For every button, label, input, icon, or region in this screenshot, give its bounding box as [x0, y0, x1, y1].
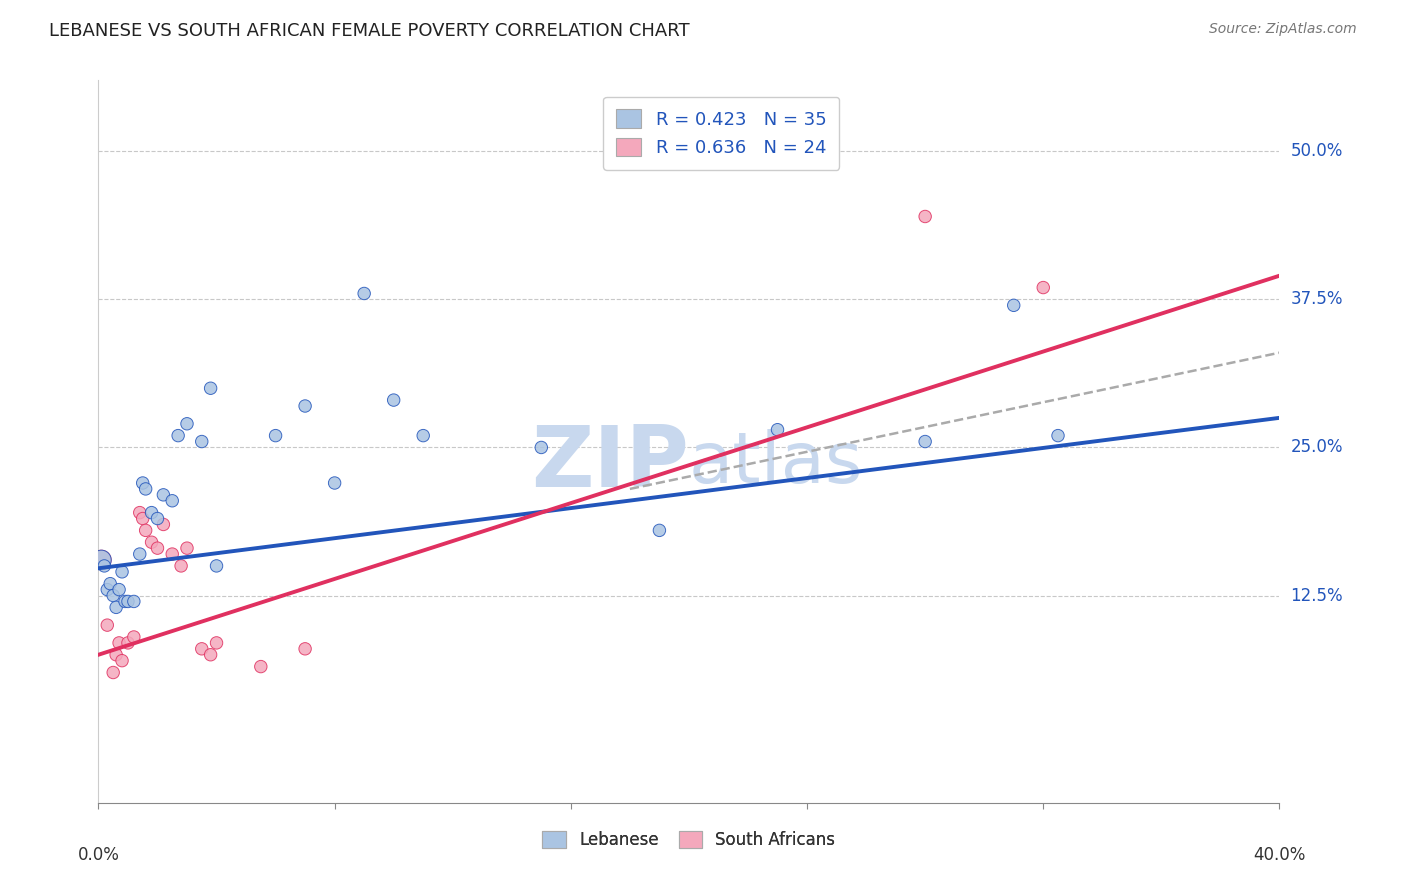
Point [132, 475, 155, 490]
Point [200, 648, 222, 662]
Point [105, 600, 128, 615]
Point [382, 393, 405, 408]
Point [141, 535, 163, 549]
Point [530, 441, 553, 455]
Point [353, 286, 375, 301]
Point [152, 517, 174, 532]
Point [167, 428, 190, 442]
Point [114, 594, 136, 608]
Text: LEBANESE VS SOUTH AFRICAN FEMALE POVERTY CORRELATION CHART: LEBANESE VS SOUTH AFRICAN FEMALE POVERTY… [49, 22, 690, 40]
Point [128, 547, 150, 561]
Text: 25.0%: 25.0% [1291, 439, 1343, 457]
Point [111, 565, 134, 579]
Point [1032, 280, 1054, 294]
Point [294, 399, 316, 413]
Point [111, 654, 134, 668]
Legend: Lebanese, South Africans: Lebanese, South Africans [536, 824, 842, 856]
Point [96, 582, 118, 597]
Point [146, 541, 169, 556]
Point [103, 665, 125, 680]
Point [200, 381, 222, 395]
Point [914, 210, 936, 224]
Point [205, 558, 228, 573]
Point [93, 558, 115, 573]
Point [914, 434, 936, 449]
Point [108, 636, 131, 650]
Point [117, 636, 139, 650]
Point [122, 630, 145, 644]
Text: 40.0%: 40.0% [1253, 847, 1306, 864]
Text: ZIP: ZIP [531, 422, 689, 505]
Point [122, 594, 145, 608]
Point [323, 475, 346, 490]
Point [170, 558, 193, 573]
Point [176, 541, 198, 556]
Point [1046, 428, 1070, 442]
Text: 0.0%: 0.0% [77, 847, 120, 864]
Point [176, 417, 198, 431]
Point [108, 582, 131, 597]
Point [141, 506, 163, 520]
Point [648, 524, 671, 538]
Point [96, 618, 118, 632]
Point [264, 428, 287, 442]
Text: 37.5%: 37.5% [1291, 291, 1343, 309]
Point [90, 553, 112, 567]
Point [135, 482, 157, 496]
Point [191, 641, 214, 656]
Point [117, 594, 139, 608]
Text: 50.0%: 50.0% [1291, 143, 1343, 161]
Point [146, 511, 169, 525]
Point [152, 488, 174, 502]
Point [105, 648, 128, 662]
Point [103, 589, 125, 603]
Point [132, 511, 155, 525]
Point [412, 428, 434, 442]
Point [162, 493, 183, 508]
Text: Source: ZipAtlas.com: Source: ZipAtlas.com [1209, 22, 1357, 37]
Point [1002, 298, 1025, 312]
Point [98, 576, 121, 591]
Point [135, 524, 157, 538]
Text: atlas: atlas [689, 429, 863, 498]
Text: 12.5%: 12.5% [1291, 587, 1343, 605]
Point [205, 636, 228, 650]
Point [162, 547, 183, 561]
Point [250, 659, 273, 673]
Point [191, 434, 214, 449]
Point [766, 423, 789, 437]
Point [128, 506, 150, 520]
Point [294, 641, 316, 656]
Point [90, 553, 112, 567]
